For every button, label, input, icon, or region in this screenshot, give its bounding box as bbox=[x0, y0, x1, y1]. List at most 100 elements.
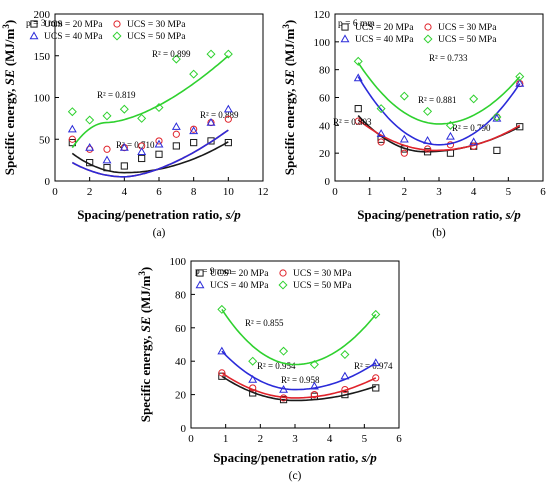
x-tick-label: 4 bbox=[471, 186, 477, 198]
r-squared-label: R² = 0.881 bbox=[418, 95, 457, 105]
data-point bbox=[154, 139, 164, 148]
x-tick-label: 4 bbox=[327, 433, 333, 445]
y-axis-title-part: SE bbox=[2, 69, 17, 85]
r-squared-label: R² = 0.855 bbox=[245, 318, 284, 328]
data-point bbox=[470, 142, 478, 150]
r-squared-label: R² = 0.889 bbox=[200, 110, 239, 120]
data-point bbox=[469, 94, 479, 104]
y-tick-label: 40 bbox=[175, 356, 187, 368]
x-tick-label: 2 bbox=[402, 186, 408, 198]
legend-marker bbox=[278, 280, 288, 290]
legend-marker bbox=[30, 20, 38, 28]
legend-marker bbox=[341, 23, 349, 31]
legend-label: UCS = 20 MPa bbox=[210, 269, 269, 279]
r-squared-label: R² = 0.790 bbox=[452, 123, 491, 133]
x-tick-label: 5 bbox=[506, 186, 512, 198]
data-point bbox=[372, 374, 380, 382]
x-tick-label: 0 bbox=[52, 186, 58, 198]
data-point bbox=[371, 358, 381, 367]
y-tick-label: 80 bbox=[319, 65, 331, 77]
x-tick-label: 6 bbox=[156, 186, 162, 198]
legend-label: UCS = 30 MPa bbox=[127, 20, 186, 30]
legend-marker bbox=[423, 34, 433, 44]
y-tick-label: 100 bbox=[314, 37, 331, 49]
data-point bbox=[423, 145, 432, 153]
y-axis-title-part: 3 bbox=[1, 24, 11, 29]
r-squared-label: R² = 0.954 bbox=[257, 361, 296, 371]
x-axis-title-text: Spacing/penetration ratio, bbox=[213, 450, 361, 465]
x-tick-label: 8 bbox=[191, 186, 197, 198]
x-axis-title: Spacing/penetration ratio, s/p bbox=[213, 450, 377, 465]
data-point bbox=[189, 126, 199, 135]
data-point bbox=[377, 138, 385, 146]
thickness-annotation: p = 6 mm bbox=[338, 19, 375, 29]
data-point bbox=[399, 134, 409, 143]
trend-line bbox=[221, 308, 377, 366]
data-point bbox=[353, 73, 363, 82]
data-point bbox=[515, 78, 525, 87]
trend-line bbox=[71, 141, 229, 174]
data-point bbox=[224, 138, 232, 147]
data-point bbox=[493, 146, 501, 154]
x-tick-label: 3 bbox=[436, 186, 442, 198]
trend-line bbox=[221, 350, 377, 391]
y-axis-title-part: SE bbox=[282, 69, 297, 85]
data-point bbox=[279, 394, 288, 402]
legend-label: UCS = 20 MPa bbox=[44, 20, 103, 30]
data-point bbox=[85, 142, 95, 151]
data-point bbox=[190, 125, 198, 133]
legend-marker bbox=[195, 280, 205, 289]
x-tick-label: 3 bbox=[292, 433, 298, 445]
data-point bbox=[171, 54, 181, 64]
data-point bbox=[120, 162, 128, 170]
data-point bbox=[223, 49, 233, 59]
y-tick-label: 0 bbox=[325, 176, 331, 188]
data-point bbox=[353, 56, 363, 66]
data-point bbox=[279, 346, 289, 356]
legend-label: UCS = 40 MPa bbox=[355, 35, 414, 45]
data-point bbox=[137, 147, 147, 155]
y-tick-label: 60 bbox=[319, 93, 331, 105]
x-tick-label: 10 bbox=[223, 186, 235, 198]
y-axis-title: Specific energy, SE (MJ/m3) bbox=[1, 20, 17, 175]
trend-line bbox=[357, 62, 521, 125]
data-point bbox=[376, 129, 386, 137]
thickness-annotation: p = 9 mm bbox=[195, 267, 232, 277]
x-tick-label: 12 bbox=[258, 186, 269, 198]
data-point bbox=[445, 120, 455, 130]
data-point bbox=[218, 369, 226, 377]
x-axis-title: Spacing/penetration ratio, s/p bbox=[357, 207, 521, 222]
data-point bbox=[400, 149, 408, 157]
data-point bbox=[248, 374, 258, 383]
data-point bbox=[154, 103, 164, 113]
trend-line bbox=[357, 76, 521, 146]
x-tick-label: 2 bbox=[87, 186, 93, 198]
data-point bbox=[376, 104, 386, 114]
y-tick-label: 0 bbox=[45, 176, 51, 188]
x-tick-label: 2 bbox=[258, 433, 264, 445]
legend-label: UCS = 50 MPa bbox=[293, 281, 352, 291]
y-axis-title-part: (MJ/m bbox=[2, 28, 17, 69]
legend-label: UCS = 20 MPa bbox=[355, 23, 414, 33]
y-axis-title-part: ) bbox=[282, 20, 297, 24]
y-tick-label: 150 bbox=[34, 51, 51, 63]
r-squared-label: R² = 0.803 bbox=[333, 117, 372, 127]
data-point bbox=[341, 391, 349, 399]
data-point bbox=[155, 137, 163, 145]
data-point bbox=[309, 360, 319, 370]
data-point bbox=[224, 115, 232, 123]
data-point bbox=[492, 112, 502, 122]
data-point bbox=[172, 142, 180, 150]
y-axis-title-part: Specific energy, bbox=[282, 85, 297, 175]
y-axis-title-part: (MJ/m bbox=[282, 28, 297, 69]
r-squared-label: R² = 0.819 bbox=[97, 90, 136, 100]
y-tick-label: 200 bbox=[34, 9, 51, 21]
data-point bbox=[171, 122, 181, 130]
data-point bbox=[371, 309, 381, 319]
y-tick-label: 100 bbox=[34, 93, 51, 105]
x-tick-label: 1 bbox=[223, 433, 229, 445]
data-point bbox=[309, 381, 319, 390]
x-tick-label: 0 bbox=[188, 433, 194, 445]
